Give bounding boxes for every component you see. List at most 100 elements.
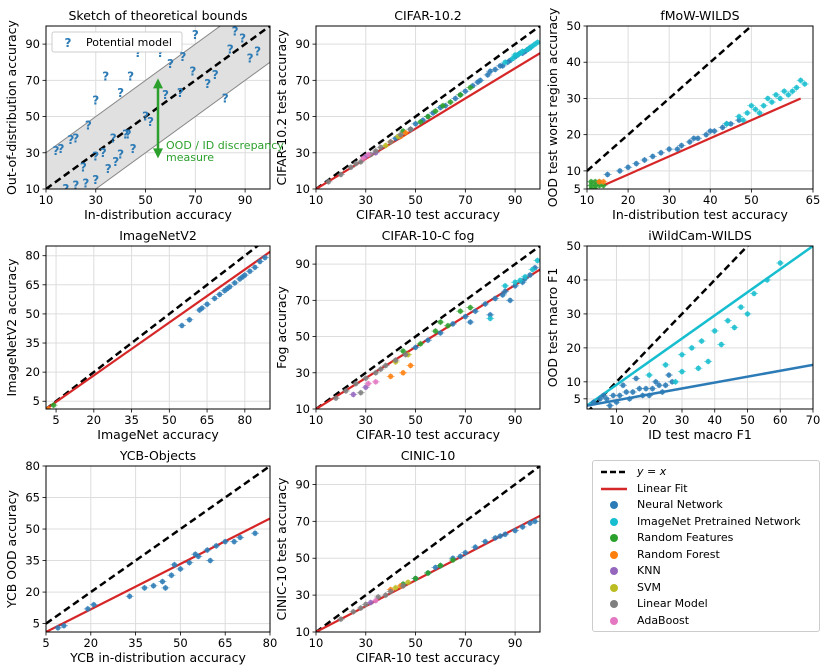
subplot-4: 5 20 35 50 65 80 5 20 35 50 65 80 ImageNetV2 ImageNet… <box>4 228 271 442</box>
data-point <box>597 396 603 402</box>
data-point <box>333 395 339 401</box>
legend-entry: Neural Network <box>593 497 819 513</box>
y-tick-label: 30 <box>295 146 310 160</box>
data-point <box>492 295 498 302</box>
data-point <box>663 362 669 368</box>
data-point <box>756 110 763 116</box>
legend-swatch <box>599 547 629 563</box>
data-point <box>666 372 672 378</box>
potential-model-marker: ? <box>227 43 234 57</box>
data-point <box>462 314 468 320</box>
y-tick-label: 70 <box>295 73 310 87</box>
data-point <box>127 593 133 599</box>
y-tick-label: 5 <box>33 617 40 631</box>
linear-fit-line <box>46 250 270 409</box>
data-point <box>769 99 775 105</box>
potential-model-marker: ? <box>212 68 219 82</box>
y-tick-label: 30 <box>295 588 310 602</box>
data-point <box>793 84 800 91</box>
legend-label: KNN <box>637 564 661 577</box>
data-point <box>502 283 508 289</box>
x-tick-label: 50 <box>162 413 177 427</box>
x-tick-label: 30 <box>358 413 373 427</box>
potential-model-marker: ? <box>80 160 87 174</box>
data-point <box>738 304 744 310</box>
data-point <box>150 583 157 589</box>
data-point <box>445 323 451 329</box>
legend-entry: Linear Fit <box>593 481 819 497</box>
data-point <box>457 553 463 559</box>
data-point <box>373 598 379 604</box>
legend-swatch <box>599 481 629 497</box>
data-point <box>204 547 210 553</box>
potential-model-marker: ? <box>105 162 112 176</box>
data-point <box>604 396 610 402</box>
data-point <box>338 171 344 178</box>
potential-model-marker: ? <box>62 182 69 196</box>
data-point <box>588 179 594 185</box>
axes-frame <box>315 25 541 190</box>
legend-entry: Random Forest <box>593 547 819 563</box>
x-axis-label: In-distribution test accuracy <box>612 207 788 222</box>
x-tick-label: 70 <box>806 413 821 427</box>
potential-model-marker: ? <box>162 88 169 102</box>
data-point <box>646 392 652 399</box>
data-point <box>407 126 414 132</box>
x-axis-label: YCB in-distribution accuracy <box>69 650 246 665</box>
subplot-title: iWildCam-WILDS <box>648 228 752 243</box>
data-point <box>383 362 389 369</box>
data-point <box>485 72 491 78</box>
potential-model-marker: ? <box>147 115 154 129</box>
legend-entry: ImageNet Pretrained Network <box>593 514 819 530</box>
subplot-title: CIFAR-10-C fog <box>382 228 475 243</box>
data-point <box>740 117 746 123</box>
data-point <box>487 68 493 74</box>
x-tick-label: 50 <box>138 193 153 207</box>
data-point <box>500 292 506 298</box>
y-tick-label: 50 <box>295 551 310 565</box>
y-tick-label: 35 <box>25 554 40 568</box>
potential-model-marker: ? <box>125 128 132 142</box>
plot-area <box>316 466 540 632</box>
data-point <box>475 79 481 85</box>
legend-swatch <box>599 563 629 579</box>
potential-model-marker: ? <box>67 133 74 147</box>
axes-frame <box>45 25 271 190</box>
x-tick-label: 20 <box>83 636 98 650</box>
subplot-title: Sketch of theoretical bounds <box>68 8 247 23</box>
data-point <box>437 563 444 569</box>
legend-label: ImageNet Pretrained Network <box>637 514 801 528</box>
y-axis-label: Fog accuracy <box>274 286 289 369</box>
data-point <box>691 135 697 141</box>
linear-fit-line <box>587 246 813 407</box>
legend-entry: AdaBoost <box>593 613 819 629</box>
legend-entry: Random Features <box>593 530 819 546</box>
data-point <box>383 142 389 149</box>
data-point <box>393 585 399 591</box>
data-point <box>744 311 751 317</box>
y-axis-label: OOD test macro F1 <box>545 268 560 388</box>
data-point <box>388 588 394 595</box>
data-point <box>588 182 594 188</box>
y-axis-label: OOD test worst region accuracy <box>545 7 560 207</box>
data-point <box>400 370 406 376</box>
x-tick-label: 90 <box>508 413 523 427</box>
data-point <box>192 551 198 557</box>
x-tick-label: 10 <box>39 193 54 207</box>
data-point <box>600 182 607 188</box>
potential-model-marker: ? <box>135 46 142 60</box>
data-point <box>728 121 734 127</box>
data-point <box>358 605 364 611</box>
legend-label: Neural Network <box>637 498 723 511</box>
potential-model-marker: ? <box>117 148 124 162</box>
data-point <box>640 392 646 399</box>
data-point <box>360 155 366 161</box>
data-point <box>350 609 356 615</box>
data-point <box>695 365 701 371</box>
legend-entry: Linear Model <box>593 596 819 612</box>
y-tick-label: 10 <box>566 164 581 178</box>
data-point <box>656 382 662 388</box>
x-tick-label: 70 <box>458 193 473 207</box>
x-tick-label: 30 <box>662 193 677 207</box>
x-tick-label: 10 <box>309 636 324 650</box>
